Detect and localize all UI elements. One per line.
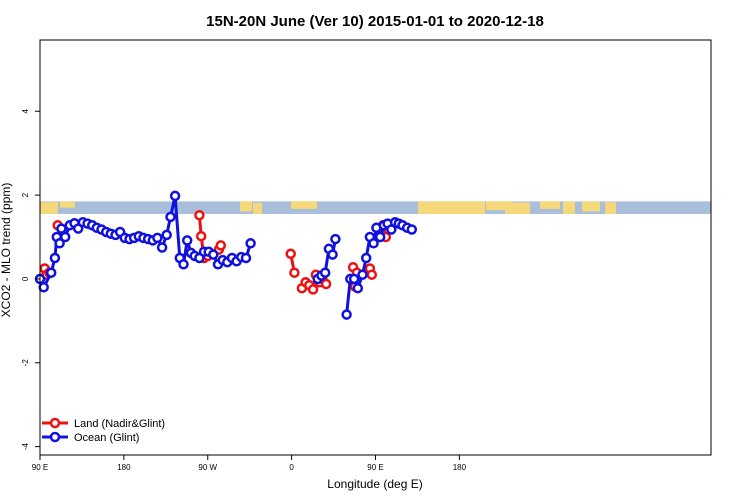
data-point	[366, 269, 378, 280]
x-axis-label: Longitude (deg E)	[327, 477, 422, 491]
land-patch	[563, 201, 575, 214]
data-point	[161, 229, 172, 241]
data-point	[178, 259, 189, 270]
data-point	[285, 248, 296, 260]
data-point	[357, 269, 368, 280]
data-point	[49, 252, 61, 264]
data-point	[54, 238, 65, 249]
chart-title: 15N-20N June (Ver 10) 2015-01-01 to 2020…	[206, 13, 544, 30]
data-point	[194, 209, 205, 221]
data-point	[348, 273, 360, 285]
land-patch	[291, 201, 317, 209]
x-tick-label: 90 E	[32, 463, 48, 472]
data-point	[45, 267, 57, 278]
land-patch	[505, 202, 530, 214]
legend-marker	[49, 431, 61, 443]
land-patch	[540, 201, 560, 209]
data-point	[360, 252, 372, 264]
legend-label: Ocean (Glint)	[74, 432, 139, 444]
legend-marker	[49, 417, 61, 429]
data-point	[327, 249, 338, 260]
data-point	[165, 211, 176, 223]
data-point	[330, 233, 341, 245]
data-point	[215, 240, 227, 251]
legend: Land (Nadir&Glint) Ocean (Glint)	[42, 417, 165, 444]
data-point	[320, 278, 332, 290]
land-patch	[582, 201, 600, 212]
y-tick-label: 2	[21, 192, 30, 197]
legend-label: Land (Nadir&Glint)	[74, 418, 165, 430]
data-point	[307, 284, 319, 295]
land-patch	[240, 201, 252, 212]
y-axis-label: XCO2 - MLO trend (ppm)	[0, 183, 13, 318]
data-point	[289, 267, 300, 278]
data-point	[181, 235, 193, 246]
series-layer	[34, 190, 418, 320]
x-tick-label: 180	[117, 463, 131, 472]
land-ocean-band	[40, 201, 711, 214]
data-point	[152, 232, 163, 244]
land-patch	[60, 201, 75, 208]
data-point	[59, 231, 71, 243]
x-tick-label: 180	[453, 463, 467, 472]
land-patch	[40, 202, 58, 214]
data-point	[245, 238, 256, 249]
x-tick-label: 0	[289, 463, 294, 472]
y-tick-label: 4	[21, 108, 30, 113]
data-point	[341, 309, 352, 320]
y-tick-label: 0	[21, 276, 30, 281]
data-point	[352, 282, 364, 294]
land-patch	[486, 201, 512, 211]
x-tick-label: 90 W	[198, 463, 217, 472]
y-tick-label: -4	[21, 443, 30, 451]
y-axis: -4 -2 0 2 4	[21, 108, 40, 450]
data-point	[56, 223, 67, 234]
data-point	[195, 230, 207, 242]
data-point	[368, 238, 379, 249]
y-tick-label: -2	[21, 359, 30, 367]
data-point	[169, 190, 181, 202]
data-point	[208, 249, 219, 260]
data-point	[319, 267, 331, 278]
x-tick-label: 90 E	[367, 463, 383, 472]
data-point	[406, 224, 418, 235]
data-point	[156, 242, 168, 253]
data-point	[374, 231, 386, 243]
land-patch	[605, 202, 616, 214]
data-point	[38, 282, 49, 293]
x-axis: 90 E 180 90 W 0 90 E 180	[32, 455, 467, 472]
data-point	[240, 252, 252, 264]
land-patch	[418, 201, 485, 214]
series-ocean	[34, 190, 418, 320]
land-patch	[253, 202, 262, 214]
